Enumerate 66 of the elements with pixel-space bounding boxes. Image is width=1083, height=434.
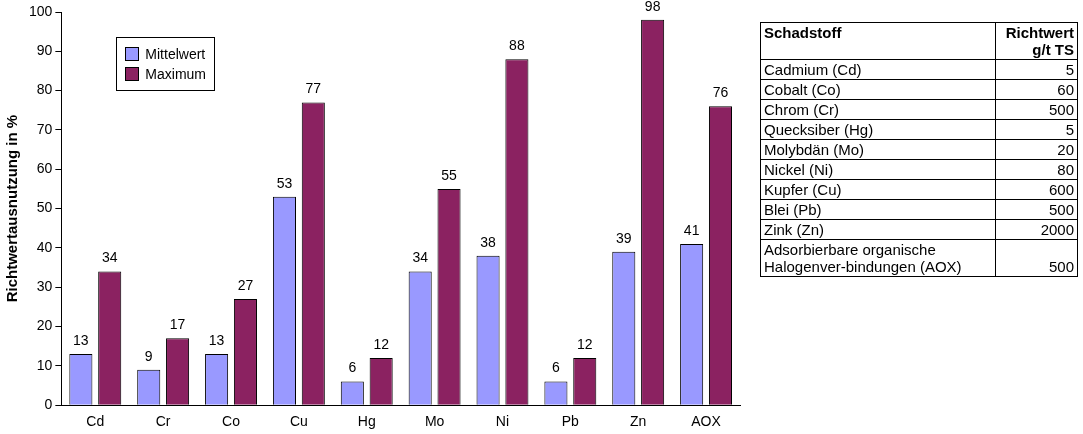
y-tick-label: 40 xyxy=(36,238,53,255)
data-label: 80 xyxy=(995,159,1078,180)
y-tick-label: 10 xyxy=(36,356,53,373)
data-label: 38 xyxy=(480,233,497,250)
y-tick-label: 30 xyxy=(36,278,53,295)
data-label: 98 xyxy=(644,0,661,14)
data-label: 55 xyxy=(441,166,458,183)
category-label: Cobalt (Co) xyxy=(760,79,996,100)
category-label: Blei (Pb) xyxy=(760,199,996,220)
data-label: 88 xyxy=(509,37,525,54)
data-label: 2000 xyxy=(995,219,1078,240)
y-tick-label: 100 xyxy=(29,2,53,19)
y-tick-label: 80 xyxy=(36,81,53,98)
category-label: Kupfer (Cu) xyxy=(760,179,996,200)
category-label: Quecksiber (Hg) xyxy=(760,119,996,140)
legend-label: Mittelwert xyxy=(144,46,207,62)
x-tick-label: Co xyxy=(222,413,241,430)
x-tick-label: AOX xyxy=(691,413,722,430)
y-axis-title: Richtwertausnutzung in % xyxy=(3,114,21,303)
x-tick-label: Zn xyxy=(630,413,647,430)
data-label: 5 xyxy=(995,59,1078,80)
data-label: 9 xyxy=(144,347,153,364)
category-label: Molybdän (Mo) xyxy=(760,139,996,160)
data-label: 77 xyxy=(305,80,322,97)
data-label: 60 xyxy=(995,79,1078,100)
x-tick-label: Cu xyxy=(289,413,308,430)
data-label: 12 xyxy=(576,335,593,352)
data-label: 500 xyxy=(995,199,1078,220)
legend-label: Maximum xyxy=(144,66,207,82)
data-label: 13 xyxy=(208,331,225,348)
x-tick-label: Ni xyxy=(495,413,510,430)
data-label: 500 xyxy=(995,99,1078,120)
data-label: 41 xyxy=(683,221,700,238)
x-tick-label: Mo xyxy=(424,413,445,430)
data-label: 27 xyxy=(237,276,254,293)
text: Schadstoff xyxy=(760,22,996,60)
category-label: Chrom (Cr) xyxy=(760,99,996,120)
category-label: Zink (Zn) xyxy=(760,219,996,240)
data-label: 34 xyxy=(101,249,118,266)
y-tick-label: 90 xyxy=(36,42,53,59)
data-label: 12 xyxy=(373,335,390,352)
data-label: 500 xyxy=(995,239,1078,277)
category-label: Nickel (Ni) xyxy=(760,159,996,180)
data-label: 17 xyxy=(169,316,186,333)
data-label: 34 xyxy=(412,249,429,266)
data-label: 6 xyxy=(348,359,357,376)
category-label: Adsorbierbare organische Halogenver-bindungen (AOX) xyxy=(760,239,996,277)
data-label: 76 xyxy=(712,84,729,101)
data-label: 39 xyxy=(615,229,632,246)
data-label: 5 xyxy=(995,119,1078,140)
data-label: 6 xyxy=(552,359,561,376)
data-label: 600 xyxy=(995,179,1078,200)
y-tick-label: 20 xyxy=(36,317,53,334)
y-tick-label: 50 xyxy=(36,199,53,216)
data-label: 20 xyxy=(995,139,1078,160)
y-tick-label: 70 xyxy=(36,120,53,137)
x-tick-label: Pb xyxy=(561,413,580,430)
x-tick-label: Hg xyxy=(357,413,376,430)
category-label: Cadmium (Cd) xyxy=(760,59,996,80)
x-tick-label: Cr xyxy=(155,413,171,430)
text: Richtwert g/t TS xyxy=(995,22,1078,60)
y-tick-label: 60 xyxy=(36,160,53,177)
y-tick-label: 0 xyxy=(44,396,53,413)
x-tick-label: Cd xyxy=(86,413,105,430)
data-label: 13 xyxy=(73,331,89,348)
data-label: 53 xyxy=(276,174,293,191)
